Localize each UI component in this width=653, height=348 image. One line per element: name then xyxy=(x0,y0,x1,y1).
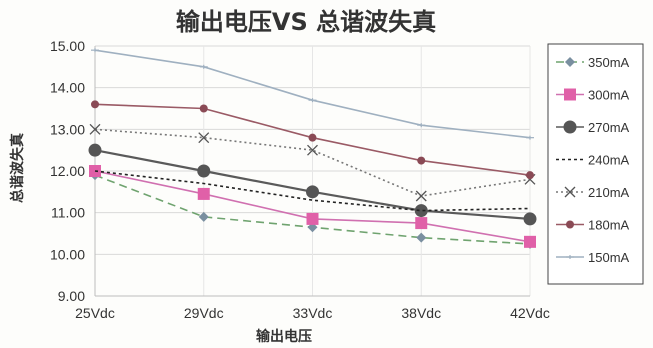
x-tick-label: 33Vdc xyxy=(293,305,333,321)
data-point-180ma xyxy=(91,100,99,109)
y-tick-label: 13.00 xyxy=(50,121,85,137)
data-point-300ma xyxy=(306,212,319,225)
data-point-180ma xyxy=(199,104,208,113)
data-point-150ma xyxy=(308,98,317,103)
marker-stroke xyxy=(307,144,318,156)
marker-stroke xyxy=(89,123,101,135)
data-point-270ma xyxy=(88,143,102,157)
legend-item-240ma: 240mA xyxy=(556,153,630,168)
series-180ma xyxy=(91,100,534,180)
legend-label-180ma: 180mA xyxy=(588,218,630,233)
chart-title: 输出电压VS 总谐波失真 xyxy=(176,8,436,36)
data-point-150ma xyxy=(91,48,99,53)
legend-box xyxy=(547,43,644,285)
y-tick-label: 15.00 xyxy=(50,38,85,54)
data-point-150ma xyxy=(526,135,534,140)
data-point-300ma xyxy=(415,217,428,230)
legend-item-150ma: 150mA xyxy=(556,250,630,265)
legend-marker-300ma xyxy=(564,88,576,101)
x-tick-label: 38Vdc xyxy=(401,305,441,321)
x-tick-label: 25Vdc xyxy=(75,305,115,321)
series-210ma xyxy=(89,123,536,202)
series-150ma xyxy=(91,48,534,140)
y-tick-label: 14.00 xyxy=(50,80,85,96)
data-point-270ma xyxy=(523,212,537,226)
data-point-350ma xyxy=(416,232,427,243)
data-point-210ma xyxy=(307,144,318,156)
legend-marker-150ma xyxy=(566,255,574,259)
legend-label-150ma: 150mA xyxy=(588,250,630,265)
legend-item-210ma: 210mA xyxy=(556,185,630,200)
legend-label-350ma: 350mA xyxy=(588,55,630,70)
legend: 350mA 300mA 270mA 240mA 210mA 180mA 150mA xyxy=(547,43,644,285)
data-point-300ma xyxy=(197,187,210,200)
legend-item-180ma: 180mA xyxy=(556,218,630,233)
legend-item-300ma: 300mA xyxy=(556,88,630,103)
data-point-210ma xyxy=(198,132,210,144)
marker-stroke xyxy=(564,186,576,198)
plot-area: 9.00 10.00 11.00 12.00 13.00 14.00 15.00 25Vdc 2… xyxy=(50,38,550,321)
data-point-180ma xyxy=(417,156,426,165)
legend-label-210ma: 210mA xyxy=(588,185,630,200)
series-270ma xyxy=(88,143,537,226)
legend-marker-180ma xyxy=(566,220,574,229)
legend-marker-350ma xyxy=(565,57,575,67)
data-point-350ma xyxy=(198,211,209,222)
data-point-150ma xyxy=(417,123,426,128)
marker-stroke xyxy=(415,190,427,202)
data-point-270ma xyxy=(414,204,428,218)
data-point-210ma xyxy=(89,123,101,135)
x-tick-label: 29Vdc xyxy=(184,305,224,321)
data-point-270ma xyxy=(197,164,211,178)
legend-marker-210ma xyxy=(564,186,576,198)
data-point-210ma xyxy=(415,190,427,202)
y-axis-label: 总谐波失真 xyxy=(9,133,26,203)
series-300ma xyxy=(89,165,536,248)
y-tick-label: 9.00 xyxy=(58,288,85,304)
marker-stroke xyxy=(198,132,210,144)
legend-label-270ma: 270mA xyxy=(588,120,630,135)
x-tick-label: 42Vdc xyxy=(510,305,550,321)
data-point-180ma xyxy=(526,171,534,180)
data-point-300ma xyxy=(524,235,536,248)
y-tick-label: 10.00 xyxy=(50,246,85,262)
series-line-240ma xyxy=(94,170,531,212)
data-point-270ma xyxy=(306,185,319,199)
y-tick-label: 11.00 xyxy=(51,205,85,221)
legend-label-240ma: 240mA xyxy=(588,153,630,168)
legend-label-300ma: 300mA xyxy=(588,88,630,103)
legend-item-270ma: 270mA xyxy=(556,120,630,135)
series-240ma xyxy=(94,170,531,212)
x-axis-label: 输出电压 xyxy=(256,328,312,345)
legend-marker-270ma xyxy=(563,120,577,134)
data-point-180ma xyxy=(308,133,317,142)
data-point-150ma xyxy=(199,64,208,69)
y-tick-label: 12.00 xyxy=(50,163,85,179)
legend-item-350ma: 350mA xyxy=(556,55,630,70)
